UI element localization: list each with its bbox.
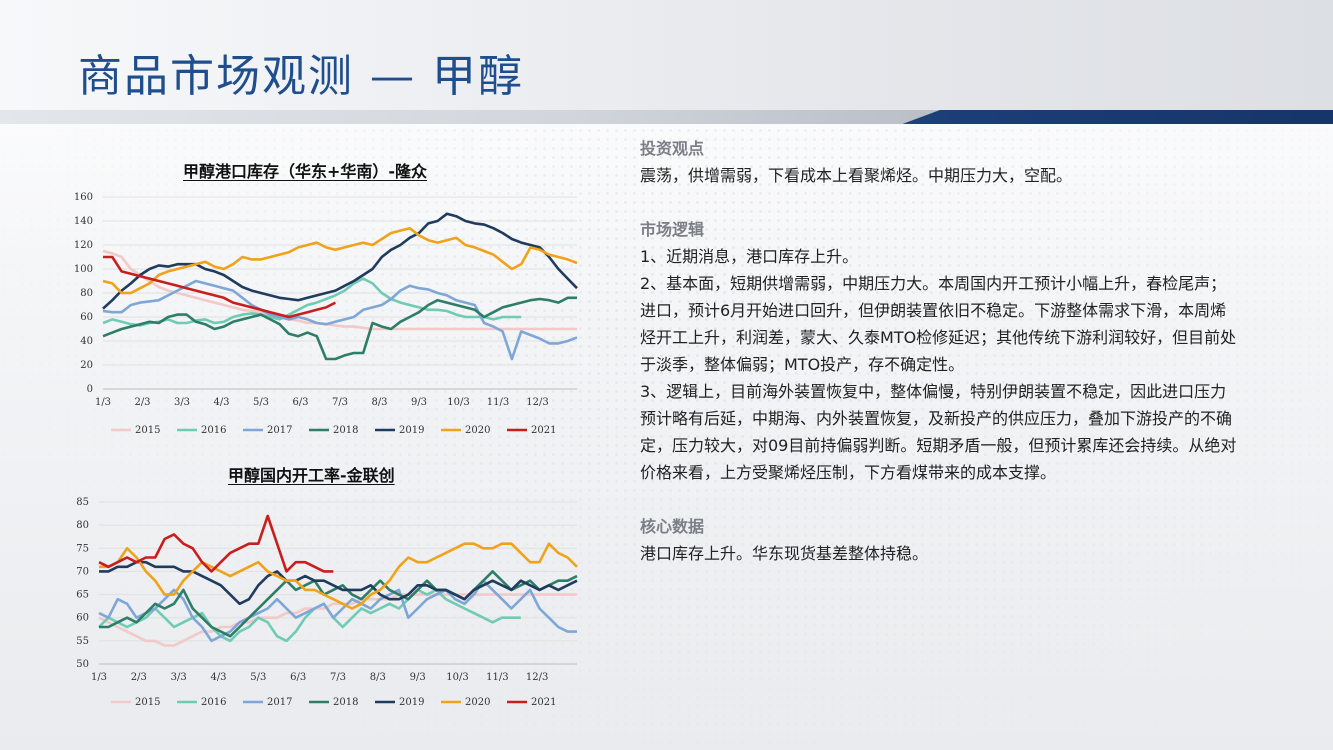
legend-label-2017: 2017 [267,697,292,708]
x-tick-label: 7/3 [330,672,346,683]
x-tick-label: 11/3 [487,397,509,408]
x-tick-label: 6/3 [290,672,306,683]
y-tick-label: 85 [76,497,89,508]
chart2-operating-rate: 50 55 60 65 70 75 80 85 1/3 2/3 3/3 4/3 5/3 6/3 7/3 8/3… [76,497,578,708]
analysis-panel: 投资观点 震荡，供增需弱，下看成本上看聚烯烃。中期压力大，空配。 市场逻辑 1、… [640,135,1240,567]
y-tick-label: 80 [76,520,89,531]
x-tick-label: 5/3 [253,397,269,408]
legend-label-2019: 2019 [399,425,424,436]
paragraph-logic-3: 3、逻辑上，目前海外装置恢复中，整体偏慢，特别伊朗装置不稳定，因此进口压力预计略… [640,382,1237,482]
legend-label-2017: 2017 [267,425,292,436]
x-tick-label: 8/3 [370,672,386,683]
x-tick-label: 1/3 [95,397,111,408]
legend-label-2016: 2016 [201,425,226,436]
x-tick-label: 7/3 [332,397,348,408]
y-tick-label: 50 [76,659,89,670]
header-band [0,0,1333,118]
series-line-2021 [98,514,334,573]
x-tick-label: 2/3 [131,672,147,683]
paragraph-core-data: 港口库存上升。华东现货基差整体持稳。 [640,544,929,563]
legend-label-2021: 2021 [531,697,556,708]
x-tick-label: 11/3 [486,672,508,683]
paragraph-investment: 震荡，供增需弱，下看成本上看聚烯烃。中期压力大，空配。 [640,166,1073,185]
x-tick-label: 10/3 [446,672,468,683]
legend-label-2015: 2015 [135,697,160,708]
series-line-2020 [102,226,578,295]
legend-label-2016: 2016 [201,697,226,708]
y-tick-label: 20 [80,360,93,371]
legend-label-2018: 2018 [333,697,358,708]
x-tick-label: 3/3 [171,672,187,683]
y-tick-label: 60 [76,613,89,624]
series-line-2018 [102,296,577,361]
y-tick-label: 0 [87,384,93,395]
x-tick-label: 3/3 [174,397,190,408]
series-line-2016 [102,277,522,327]
y-tick-label: 100 [74,264,93,275]
chart1-port-inventory: 0 20 40 60 80 100 120 140 160 1/3 2/3 3/3 4/3 5/3 6/3 7… [74,192,578,436]
series-line-2017 [98,579,577,643]
legend-label-2020: 2020 [465,425,490,436]
x-tick-label: 12/3 [526,672,548,683]
legend-label-2020: 2020 [465,697,490,708]
x-tick-label: 10/3 [447,397,469,408]
section-heading-logic: 市场逻辑 [640,220,705,239]
y-tick-label: 40 [80,336,93,347]
series-line-2019 [99,560,578,606]
y-tick-label: 60 [80,312,93,323]
series-line-2021 [103,255,336,319]
chart1-title: 甲醇港口库存（华东+华南）-隆众 [183,162,428,181]
x-tick-label: 5/3 [250,672,266,683]
x-tick-label: 9/3 [410,672,426,683]
section-heading-investment: 投资观点 [640,139,705,158]
title-accent-bar-light [0,110,940,124]
chart2-title: 甲醇国内开工率-金联创 [228,466,395,485]
x-tick-label: 2/3 [134,397,150,408]
x-tick-label: 4/3 [210,672,226,683]
x-tick-label: 9/3 [411,397,427,408]
paragraph-logic-2: 2、基本面，短期供增需弱，中期压力大。本周国内开工预计小幅上升，春检尾声；进口，… [640,274,1237,374]
paragraph-logic-1: 1、近期消息，港口库存上升。 [640,247,859,266]
y-tick-label: 120 [74,240,93,251]
x-tick-label: 6/3 [292,397,308,408]
y-tick-label: 65 [76,590,89,601]
y-tick-label: 140 [74,216,93,227]
series-line-2019 [102,212,578,310]
y-tick-label: 55 [76,636,89,647]
x-tick-label: 12/3 [526,397,548,408]
legend-label-2015: 2015 [135,425,160,436]
y-tick-label: 70 [76,566,89,577]
series-line-2020 [99,542,578,610]
section-heading-core-data: 核心数据 [640,517,705,536]
legend-label-2019: 2019 [399,697,424,708]
x-tick-label: 8/3 [371,397,387,408]
series-line-2016 [98,588,521,643]
page-title: 商品市场观测 — 甲醇 [78,51,524,102]
y-tick-label: 75 [76,543,89,554]
y-tick-label: 80 [80,288,93,299]
legend-label-2018: 2018 [333,425,358,436]
x-tick-label: 4/3 [213,397,229,408]
legend-label-2021: 2021 [531,425,556,436]
x-tick-label: 1/3 [91,672,107,683]
y-tick-label: 160 [74,192,93,203]
